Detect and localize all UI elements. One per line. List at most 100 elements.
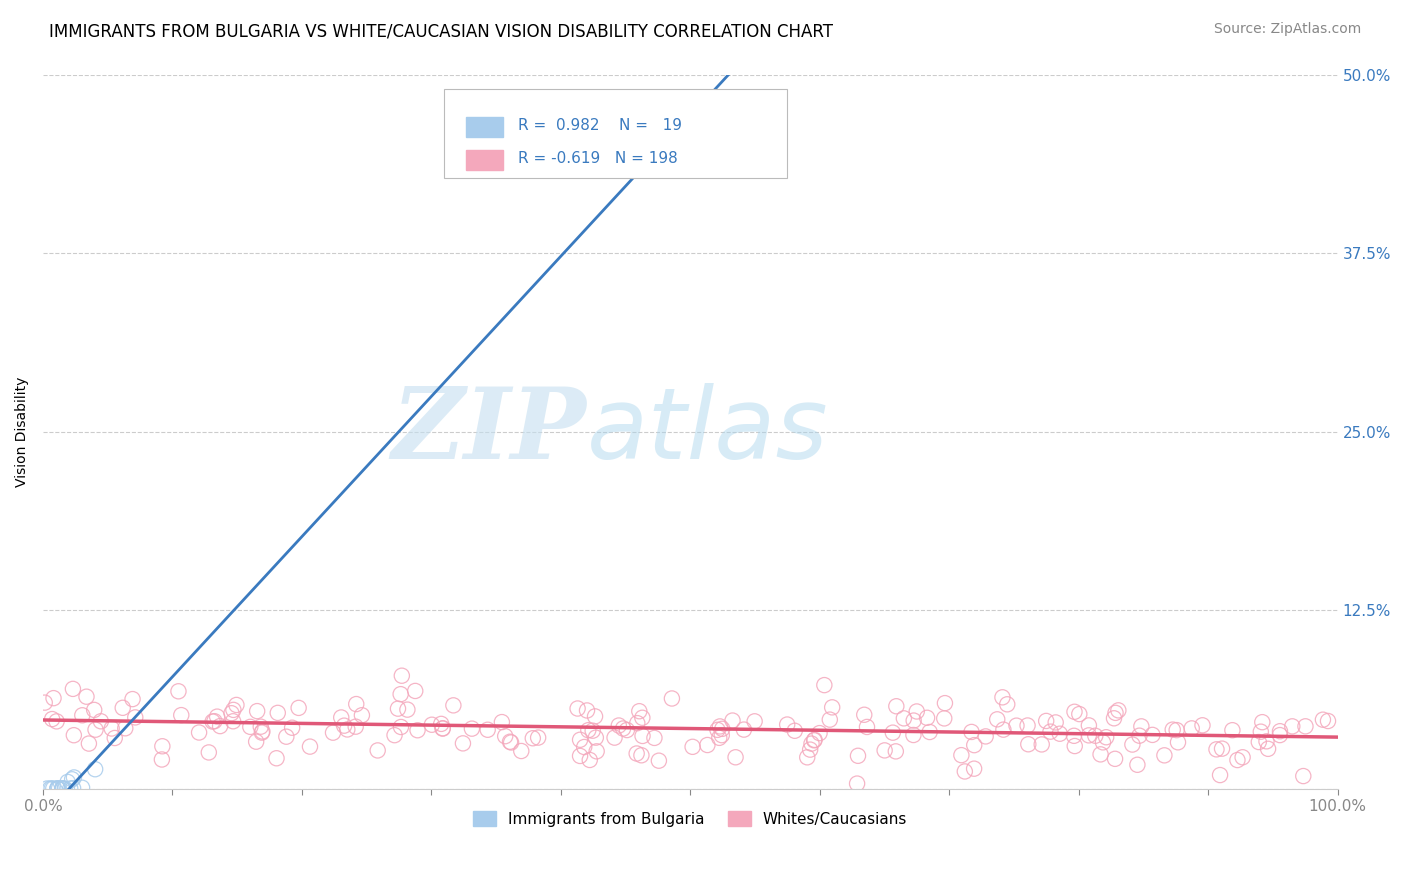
- Point: [1063, 729, 1085, 743]
- Point: [963, 762, 986, 776]
- Point: [45, 714, 67, 729]
- Point: [1107, 703, 1129, 717]
- Point: [630, 748, 652, 763]
- Point: [576, 723, 599, 738]
- Point: [522, 731, 544, 746]
- Point: [1126, 757, 1149, 772]
- Point: [499, 735, 522, 749]
- Point: [333, 719, 356, 733]
- Point: [100, 722, 122, 736]
- Point: [209, 719, 232, 733]
- Point: [90, 714, 112, 729]
- Point: [188, 725, 211, 739]
- Point: [404, 684, 426, 698]
- Point: [276, 730, 298, 744]
- Point: [991, 690, 1014, 705]
- Point: [995, 698, 1018, 712]
- Point: [1191, 718, 1213, 732]
- Point: [709, 731, 731, 745]
- Text: Source: ZipAtlas.com: Source: ZipAtlas.com: [1213, 22, 1361, 37]
- Point: [51, 781, 73, 796]
- Point: [856, 720, 879, 734]
- Point: [1039, 724, 1062, 739]
- Point: [76, 690, 98, 704]
- Point: [643, 731, 665, 745]
- Point: [993, 723, 1015, 737]
- Point: [491, 715, 513, 730]
- FancyBboxPatch shape: [444, 89, 787, 178]
- Point: [39, 781, 62, 796]
- Point: [1268, 728, 1291, 742]
- Point: [846, 748, 869, 763]
- Point: [799, 742, 821, 756]
- Point: [1084, 729, 1107, 743]
- Point: [239, 720, 262, 734]
- Point: [574, 739, 596, 754]
- Point: [1091, 735, 1114, 749]
- Point: [34, 696, 56, 710]
- Point: [389, 720, 412, 734]
- Point: [578, 753, 600, 767]
- Point: [884, 744, 907, 758]
- Point: [1211, 741, 1233, 756]
- Point: [124, 710, 146, 724]
- Point: [1095, 730, 1118, 744]
- Point: [582, 723, 605, 738]
- Point: [1226, 753, 1249, 767]
- Point: [709, 719, 731, 733]
- Point: [1161, 723, 1184, 737]
- Point: [724, 750, 747, 764]
- Point: [51, 781, 73, 796]
- Point: [569, 732, 592, 747]
- Point: [336, 723, 359, 737]
- Point: [387, 701, 409, 715]
- Point: [710, 728, 733, 742]
- Point: [626, 716, 648, 731]
- Point: [706, 723, 728, 737]
- Point: [221, 706, 243, 721]
- Point: [882, 725, 904, 739]
- Point: [903, 714, 925, 728]
- Point: [1205, 742, 1227, 756]
- Point: [114, 721, 136, 735]
- Point: [1153, 748, 1175, 763]
- Point: [41, 781, 63, 796]
- Point: [42, 781, 65, 796]
- Point: [350, 708, 373, 723]
- Point: [1104, 752, 1126, 766]
- Point: [249, 720, 271, 734]
- Point: [569, 748, 592, 763]
- Point: [344, 720, 367, 734]
- Point: [344, 697, 367, 711]
- Text: ZIP: ZIP: [392, 384, 586, 480]
- Point: [886, 699, 908, 714]
- Point: [150, 739, 173, 754]
- Point: [59, 781, 82, 796]
- Point: [1049, 727, 1071, 741]
- Point: [800, 737, 823, 751]
- Point: [1090, 747, 1112, 762]
- Point: [1247, 735, 1270, 749]
- Point: [222, 714, 245, 729]
- Point: [287, 701, 309, 715]
- Point: [1166, 723, 1188, 738]
- Point: [585, 744, 607, 758]
- Point: [1256, 734, 1278, 748]
- Point: [167, 684, 190, 698]
- Point: [1232, 750, 1254, 764]
- Point: [1121, 738, 1143, 752]
- Point: [853, 707, 876, 722]
- Point: [170, 708, 193, 723]
- Point: [60, 772, 83, 787]
- Point: [821, 700, 844, 714]
- Point: [818, 713, 841, 727]
- Point: [1069, 707, 1091, 722]
- Point: [803, 733, 825, 747]
- Point: [266, 751, 288, 765]
- Point: [616, 723, 638, 737]
- Point: [1035, 714, 1057, 728]
- Point: [1031, 738, 1053, 752]
- Point: [628, 704, 651, 718]
- Point: [1250, 724, 1272, 739]
- Point: [389, 687, 412, 701]
